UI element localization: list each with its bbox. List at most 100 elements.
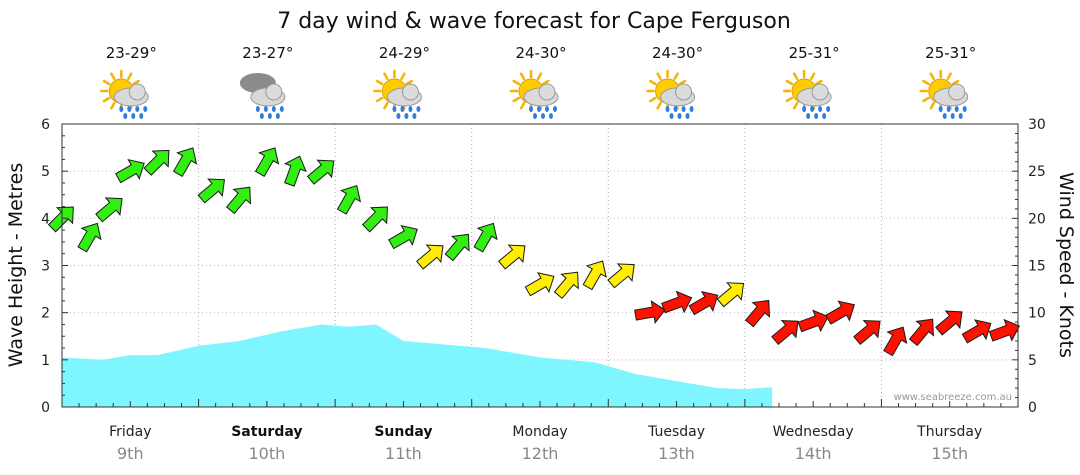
wind-arrow xyxy=(388,224,418,250)
sun-ray xyxy=(929,101,935,110)
wind-arrow xyxy=(361,206,388,233)
wind-arrow-shape xyxy=(283,155,307,187)
wind-arrow xyxy=(935,310,963,336)
rain-drop xyxy=(545,106,549,112)
day-temperature: 23-27° xyxy=(242,44,293,62)
y-tick-label-left: 2 xyxy=(41,306,50,322)
sun-ray xyxy=(792,72,799,81)
sun-ray xyxy=(375,79,384,86)
wind-arrow-shape xyxy=(47,206,74,233)
wind-arrow-shape xyxy=(988,318,1021,342)
cloud-puff xyxy=(948,83,966,101)
wind-arrow-shape xyxy=(306,159,335,185)
rain-drop xyxy=(814,113,819,119)
sun-ray xyxy=(405,79,413,86)
rain-drop xyxy=(271,106,276,112)
sun-ray xyxy=(922,96,930,103)
day-date: 12th xyxy=(522,444,559,463)
y-tick-label-right: 25 xyxy=(1028,164,1046,180)
rain-drop xyxy=(806,113,811,119)
sun-ray xyxy=(132,79,140,86)
wind-arrow-shape xyxy=(582,260,607,291)
sun-ray xyxy=(383,72,389,81)
day-label: Tuesday xyxy=(647,424,705,440)
y-tick-label-left: 3 xyxy=(41,259,50,275)
wind-arrow xyxy=(771,319,799,346)
wind-arrow-shape xyxy=(853,319,881,346)
sun-ray xyxy=(809,72,816,81)
cloud-puff xyxy=(401,83,419,101)
rain-drop xyxy=(119,106,124,112)
rain-drop xyxy=(259,113,264,119)
day-label: Thursday xyxy=(916,424,982,440)
rain-drop xyxy=(267,113,272,119)
sun-ray xyxy=(536,72,543,81)
wind-arrow-shape xyxy=(172,147,198,178)
y-tick-label-right: 0 xyxy=(1028,400,1037,416)
rain-drop xyxy=(954,106,959,112)
day-date: 10th xyxy=(248,444,285,463)
y-tick-label-left: 4 xyxy=(41,211,50,227)
wind-arrow xyxy=(744,299,771,328)
rain-drop xyxy=(962,106,967,112)
wind-arrow-shape xyxy=(935,310,963,336)
wind-arrow xyxy=(77,222,102,253)
wind-arrow-shape xyxy=(444,233,470,262)
wind-arrow xyxy=(473,222,498,253)
cloud-puff xyxy=(675,83,693,101)
sun-cloud-rain-icon xyxy=(509,69,559,119)
wind-arrow-shape xyxy=(716,282,745,308)
cloud-puff xyxy=(128,83,146,101)
sun-ray xyxy=(656,101,662,110)
wind-arrow-shape xyxy=(388,224,418,250)
wind-arrow-shape xyxy=(797,309,829,333)
wind-arrow xyxy=(688,290,719,316)
wind-arrow xyxy=(47,206,74,233)
chart-title: 7 day wind & wave forecast for Cape Ferg… xyxy=(277,9,791,34)
sun-ray xyxy=(110,101,116,110)
wind-arrow xyxy=(553,271,579,300)
rain-drop xyxy=(123,113,128,119)
sun-ray xyxy=(673,72,679,81)
rain-drop xyxy=(938,106,943,112)
wind-arrow-shape xyxy=(825,300,855,325)
rain-drop xyxy=(135,106,140,112)
sun-cloud-rain-icon xyxy=(646,69,696,119)
rain-drop xyxy=(404,113,409,119)
rain-drop xyxy=(143,106,148,112)
rain-drop xyxy=(533,113,537,119)
wind-arrow xyxy=(254,147,280,178)
rain-drop xyxy=(677,113,682,119)
day-date: 9th xyxy=(117,444,144,463)
wind-arrow-shape xyxy=(361,206,388,233)
rain-drop xyxy=(416,106,421,112)
rain-drop xyxy=(958,113,963,119)
wind-arrow-shape xyxy=(473,222,498,253)
rain-drop xyxy=(279,106,284,112)
wind-arrow xyxy=(634,300,666,325)
rain-drop xyxy=(689,106,694,112)
rain-drop xyxy=(541,113,545,119)
tick-layer: 0 1 2 3 4 5 6 0 5 10 15 20 25 30 xyxy=(41,117,1046,416)
sun-ray xyxy=(649,79,657,86)
wind-arrow-shape xyxy=(961,319,992,344)
wind-arrow-shape xyxy=(607,263,635,289)
rain-drop xyxy=(400,106,405,112)
cloud-puff xyxy=(265,83,283,101)
y-axis-right-label: Wind Speed - Knots xyxy=(1055,172,1077,358)
wind-arrow xyxy=(498,244,526,270)
rain-drop xyxy=(139,113,144,119)
wind-arrow xyxy=(661,290,693,314)
day-temperature: 24-30° xyxy=(515,44,566,62)
sun-ray xyxy=(792,101,799,110)
cloud-puff xyxy=(811,83,829,101)
rain-drop xyxy=(810,106,815,112)
sun-ray xyxy=(929,72,935,81)
sun-ray xyxy=(102,79,111,86)
wind-arrow-shape xyxy=(744,299,771,328)
wind-arrow xyxy=(908,318,934,347)
wind-arrow xyxy=(172,147,198,178)
y-tick-label-right: 30 xyxy=(1028,117,1046,133)
sun-ray xyxy=(375,96,384,103)
